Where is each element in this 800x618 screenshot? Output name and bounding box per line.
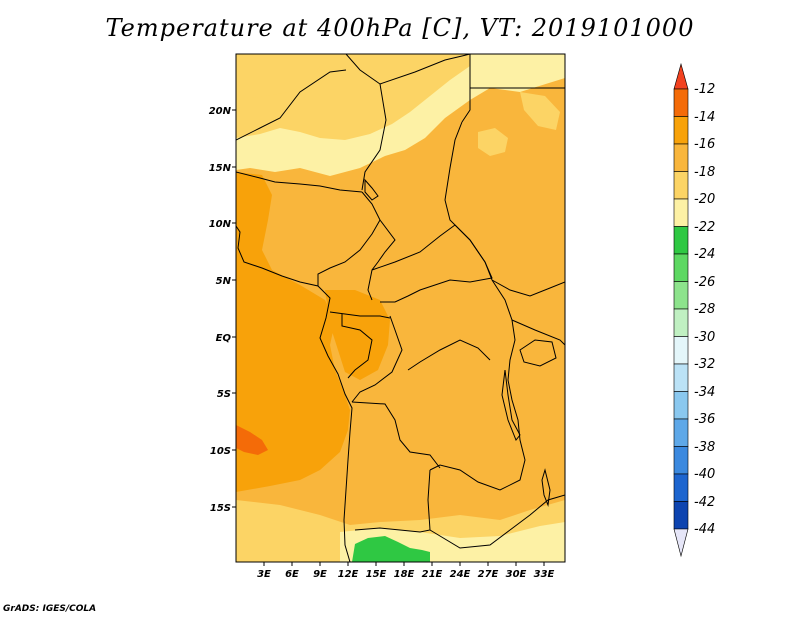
lake-victoria <box>519 339 557 367</box>
colorbar-label: -12 <box>694 82 715 97</box>
border-niger-chad <box>379 54 471 85</box>
border-niger-nigeria <box>236 171 363 193</box>
lon-ticks <box>263 562 545 566</box>
colorbar-segment <box>673 473 689 502</box>
border-sudan-south <box>491 279 565 297</box>
lat-label: 10S <box>210 446 231 457</box>
colorbar-label: -42 <box>694 495 715 510</box>
colorbar-label: -38 <box>694 440 715 455</box>
lat-label: 20N <box>209 106 232 117</box>
colorbar-label: -28 <box>694 302 715 317</box>
colorbar-segment <box>673 226 689 255</box>
colorbar-segment <box>673 88 689 117</box>
border-drc-angola <box>351 401 441 469</box>
colorbar-segments <box>673 62 689 558</box>
map-field <box>236 54 565 562</box>
lake-malawi <box>541 468 551 507</box>
border-mali-niger <box>236 69 347 141</box>
border-tanzania <box>511 319 565 346</box>
border-car <box>371 224 493 303</box>
lon-label: 12E <box>338 569 359 580</box>
lon-label: 30E <box>506 569 527 580</box>
colorbar-segment <box>673 528 689 558</box>
colorbar-label: -44 <box>694 522 715 537</box>
colorbar-label: -22 <box>694 220 715 235</box>
border-cameroon-chad <box>367 219 396 301</box>
colorbar-segment <box>673 446 689 475</box>
lake-tanganyika <box>501 369 521 441</box>
colorbar-segment <box>673 62 689 90</box>
colorbar-labels: -12 -14 -16 -18 -20 -22 -24 -26 -28 -30 … <box>694 82 715 537</box>
lon-label: 3E <box>257 569 271 580</box>
colorbar-label: -20 <box>694 192 715 207</box>
colorbar-segment <box>673 336 689 365</box>
lat-label: EQ <box>216 333 232 344</box>
colorbar-label: -16 <box>694 137 715 152</box>
lat-label: 15S <box>210 503 231 514</box>
border-gabon-congo <box>341 314 373 379</box>
colorbar-segment <box>673 253 689 282</box>
lon-label: 9E <box>313 569 327 580</box>
border-cameroon-gabon <box>329 311 391 319</box>
lat-label: 10N <box>209 219 232 230</box>
border-algeria-libya <box>345 54 387 191</box>
colorbar-segment <box>673 363 689 392</box>
border-angola-zambia <box>354 469 431 533</box>
colorbar-label: -26 <box>694 275 715 290</box>
colorbar-segment <box>673 198 689 227</box>
colorbar-segment <box>673 501 689 530</box>
lon-label: 15E <box>366 569 387 580</box>
colorbar-segment <box>673 143 689 172</box>
lat-label: 5N <box>216 276 232 287</box>
lon-label: 33E <box>534 569 555 580</box>
lon-label: 6E <box>285 569 299 580</box>
lon-labels: 3E 6E 9E 12E 15E 18E 21E 24E 27E 30E 33E <box>257 569 554 580</box>
border-libya-egypt <box>461 54 471 123</box>
colorbar-label: -40 <box>694 467 715 482</box>
lat-label: 5S <box>217 389 231 400</box>
field-north-yellow-2 <box>236 54 320 100</box>
colorbar-label: -36 <box>694 412 715 427</box>
field-hot-spot <box>236 425 268 455</box>
colorbar-label: -24 <box>694 247 715 262</box>
colorbar-segment <box>673 391 689 420</box>
border-nigeria-cameroon <box>317 191 381 286</box>
border-zambia-south <box>429 494 565 549</box>
colorbar-segment <box>673 116 689 145</box>
credit-text: GrADS: IGES/COLA <box>3 604 97 614</box>
map-title: Temperature at 400hPa [C], VT: 201910100… <box>105 14 695 42</box>
colorbar-label: -18 <box>694 165 715 180</box>
lon-label: 18E <box>394 569 415 580</box>
colorbar-label: -34 <box>694 385 715 400</box>
border-drc-east <box>429 279 526 491</box>
colorbar-label: -32 <box>694 357 715 372</box>
field-ne-spot <box>478 128 508 156</box>
map-boundaries <box>236 54 565 562</box>
colorbar-label: -14 <box>694 110 715 125</box>
field-west-orange <box>236 172 350 492</box>
border-congo-drc <box>351 315 403 403</box>
lake-chad <box>364 178 379 201</box>
map-frame <box>235 53 566 563</box>
colorbar-segment <box>673 171 689 200</box>
field-gabon-orange <box>325 290 390 380</box>
colorbar-segment <box>673 281 689 310</box>
field-green-patch <box>352 536 430 562</box>
west-coastline <box>236 225 353 562</box>
colorbar-segment <box>673 418 689 447</box>
lat-ticks <box>232 109 236 508</box>
field-ne-spot-2 <box>520 92 560 130</box>
colorbar-label: -30 <box>694 330 715 345</box>
lat-label: 15N <box>209 163 232 174</box>
lat-labels: 20N 15N 10N 5N EQ 5S 10S 15S <box>209 106 232 514</box>
lon-label: 21E <box>422 569 443 580</box>
lon-label: 27E <box>478 569 499 580</box>
river-congo <box>407 339 491 371</box>
colorbar-segment <box>673 308 689 337</box>
lon-label: 24E <box>450 569 471 580</box>
